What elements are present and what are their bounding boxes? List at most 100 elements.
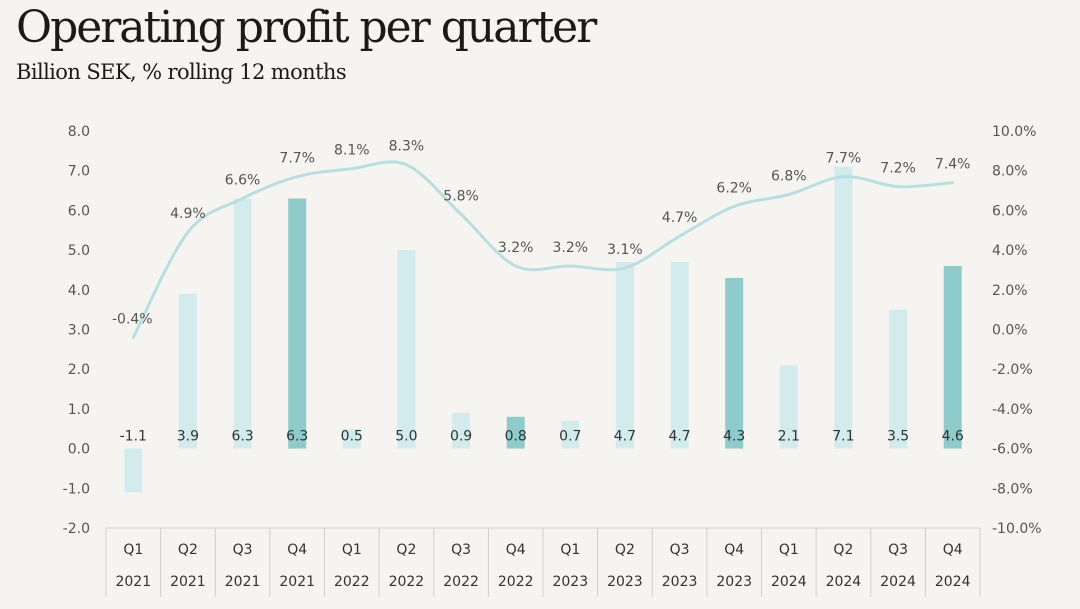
bar-data-label: 3.9 bbox=[177, 429, 199, 445]
line-data-label: 7.2% bbox=[880, 161, 916, 177]
bar bbox=[452, 412, 471, 449]
x-tick-label-quarter: Q1 bbox=[342, 542, 362, 558]
bar bbox=[615, 262, 634, 449]
bar-data-label: 3.5 bbox=[887, 429, 909, 445]
y-left-tick-label: -1.0 bbox=[63, 481, 90, 497]
y-right-tick-label: 0.0% bbox=[992, 323, 1028, 339]
x-tick-label-year: 2021 bbox=[115, 574, 151, 590]
bar bbox=[342, 428, 361, 449]
x-tick-label-quarter: Q3 bbox=[888, 542, 908, 558]
bar-data-label: 0.7 bbox=[559, 429, 581, 445]
x-tick-label-year: 2021 bbox=[170, 574, 206, 590]
bar-data-label: 0.9 bbox=[450, 429, 472, 445]
y-right-tick-label: -2.0% bbox=[992, 362, 1033, 378]
x-tick-label-quarter: Q2 bbox=[396, 542, 416, 558]
x-tick-label-year: 2023 bbox=[607, 574, 643, 590]
bar-data-label: 6.3 bbox=[231, 429, 253, 445]
bar bbox=[233, 198, 252, 449]
bar bbox=[288, 198, 307, 449]
y-right-tick-label: -10.0% bbox=[992, 521, 1042, 537]
line-data-label: 7.7% bbox=[279, 151, 315, 167]
bar-data-label: 4.7 bbox=[668, 429, 690, 445]
y-left-tick-label: 7.0 bbox=[68, 164, 90, 180]
bar-data-label: 0.8 bbox=[505, 429, 527, 445]
line-data-label: -0.4% bbox=[112, 311, 153, 327]
chart-title: Operating profit per quarter bbox=[16, 2, 597, 53]
line-data-label: 6.2% bbox=[716, 180, 752, 196]
bar bbox=[397, 250, 416, 449]
line-data-label: 3.2% bbox=[553, 240, 589, 256]
rolling-margin-line bbox=[131, 160, 955, 339]
y-left-tick-label: 0.0 bbox=[68, 442, 90, 458]
x-tick-label-quarter: Q2 bbox=[615, 542, 635, 558]
x-tick-label-quarter: Q4 bbox=[287, 542, 307, 558]
x-tick-label-quarter: Q4 bbox=[506, 542, 526, 558]
bar bbox=[124, 448, 143, 493]
y-right-tick-label: 2.0% bbox=[992, 283, 1028, 299]
bar bbox=[561, 420, 580, 449]
x-tick-label-quarter: Q3 bbox=[670, 542, 690, 558]
x-tick-label-year: 2023 bbox=[552, 574, 588, 590]
x-tick-label-year: 2023 bbox=[662, 574, 698, 590]
bar bbox=[670, 262, 689, 449]
x-tick-label-year: 2022 bbox=[334, 574, 370, 590]
bar-data-label: 7.1 bbox=[832, 429, 854, 445]
x-tick-label-year: 2024 bbox=[935, 574, 971, 590]
y-right-tick-label: 8.0% bbox=[992, 164, 1028, 180]
y-left-tick-label: 5.0 bbox=[68, 243, 90, 259]
x-tick-label-quarter: Q4 bbox=[724, 542, 744, 558]
y-left-tick-label: 3.0 bbox=[68, 323, 90, 339]
x-tick-label-year: 2024 bbox=[880, 574, 916, 590]
bar bbox=[943, 266, 962, 449]
x-tick-label-quarter: Q3 bbox=[233, 542, 253, 558]
x-tick-label-year: 2024 bbox=[771, 574, 807, 590]
line-data-label: 7.7% bbox=[826, 151, 862, 167]
y-left-tick-label: 2.0 bbox=[68, 362, 90, 378]
x-tick-label-quarter: Q2 bbox=[178, 542, 198, 558]
y-left-tick-label: 4.0 bbox=[68, 283, 90, 299]
x-tick-label-quarter: Q1 bbox=[779, 542, 799, 558]
bar-data-label: 4.6 bbox=[942, 429, 964, 445]
bar-data-label: 5.0 bbox=[395, 429, 417, 445]
chart-subtitle: Billion SEK, % rolling 12 months bbox=[16, 60, 347, 84]
bar-data-label: 4.7 bbox=[614, 429, 636, 445]
y-right-tick-label: -6.0% bbox=[992, 442, 1033, 458]
bar bbox=[506, 416, 525, 449]
line-data-label: 8.3% bbox=[389, 139, 425, 155]
x-tick-label-quarter: Q2 bbox=[833, 542, 853, 558]
x-tick-label-quarter: Q3 bbox=[451, 542, 471, 558]
line-data-label: 5.8% bbox=[443, 188, 479, 204]
x-tick-label-quarter: Q1 bbox=[123, 542, 143, 558]
y-right-tick-label: -4.0% bbox=[992, 402, 1033, 418]
x-tick-label-year: 2021 bbox=[225, 574, 261, 590]
y-left-tick-label: 6.0 bbox=[68, 203, 90, 219]
bar-data-label: 0.5 bbox=[341, 429, 363, 445]
y-right-tick-label: 4.0% bbox=[992, 243, 1028, 259]
x-tick-label-quarter: Q1 bbox=[560, 542, 580, 558]
line-data-label: 6.6% bbox=[225, 173, 261, 189]
x-tick-label-year: 2021 bbox=[279, 574, 315, 590]
line-data-label: 7.4% bbox=[935, 157, 971, 173]
x-tick-label-quarter: Q4 bbox=[943, 542, 963, 558]
bar-data-label: -1.1 bbox=[120, 429, 147, 445]
y-left-tick-label: 8.0 bbox=[68, 124, 90, 140]
x-tick-label-year: 2022 bbox=[443, 574, 479, 590]
x-tick-label-year: 2022 bbox=[498, 574, 534, 590]
y-right-tick-label: -8.0% bbox=[992, 481, 1033, 497]
bar bbox=[178, 293, 197, 449]
y-left-tick-label: 1.0 bbox=[68, 402, 90, 418]
bar bbox=[779, 365, 798, 449]
x-tick-label-year: 2022 bbox=[389, 574, 425, 590]
bar bbox=[889, 309, 908, 449]
line-data-label: 8.1% bbox=[334, 143, 370, 159]
x-tick-label-year: 2024 bbox=[826, 574, 862, 590]
bar bbox=[725, 277, 744, 449]
y-left-tick-label: -2.0 bbox=[63, 521, 90, 537]
line-data-label: 3.1% bbox=[607, 242, 643, 258]
x-tick-label-year: 2023 bbox=[716, 574, 752, 590]
bar-data-label: 6.3 bbox=[286, 429, 308, 445]
bar-data-label: 4.3 bbox=[723, 429, 745, 445]
y-right-tick-label: 10.0% bbox=[992, 124, 1036, 140]
line-data-label: 4.7% bbox=[662, 210, 698, 226]
line-data-label: 6.8% bbox=[771, 169, 807, 185]
